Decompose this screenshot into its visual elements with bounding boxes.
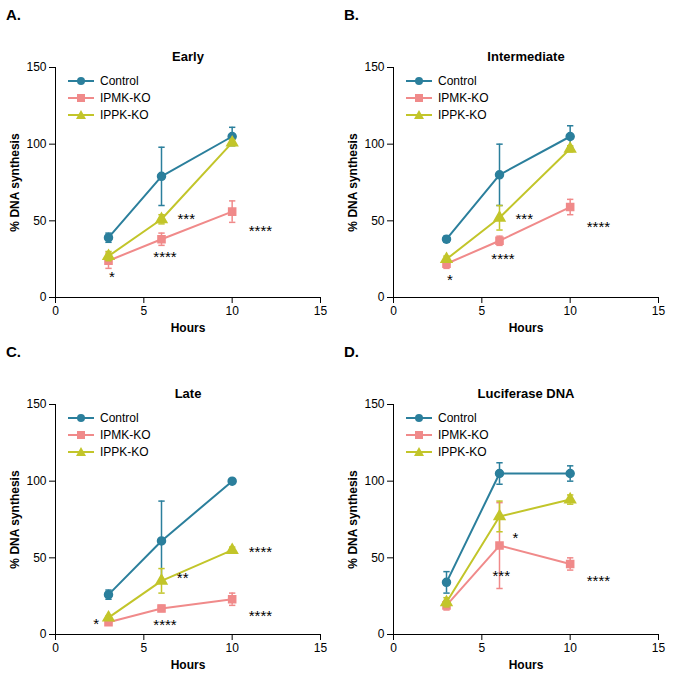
html-text:D.: D. [344,343,359,360]
svg-text:10: 10 [225,641,239,655]
svg-text:*: * [512,529,518,546]
svg-text:***: *** [515,210,533,227]
svg-text:0: 0 [52,304,59,318]
svg-text:50: 50 [371,551,385,565]
svg-text:% DNA synthesis: % DNA synthesis [346,133,360,232]
svg-text:50: 50 [33,214,47,228]
svg-text:Intermediate: Intermediate [487,49,564,64]
html-text:IPPK-KO: IPPK-KO [100,444,149,459]
svg-text:10: 10 [225,304,239,318]
svg-text:5: 5 [478,641,485,655]
svg-text:Hours: Hours [171,658,206,672]
html-text:IPPK-KO: IPPK-KO [438,107,487,122]
svg-text:Early: Early [172,49,205,64]
svg-text:15: 15 [314,304,328,318]
svg-text:100: 100 [26,137,46,151]
svg-text:100: 100 [26,474,46,488]
svg-text:10: 10 [563,641,577,655]
svg-text:150: 150 [26,60,46,74]
svg-text:0: 0 [40,627,47,641]
svg-text:***: *** [493,567,511,584]
svg-text:10: 10 [563,304,577,318]
svg-text:****: **** [153,616,177,633]
svg-text:****: **** [249,607,273,624]
svg-text:100: 100 [364,474,384,488]
html-text:IPPK-KO: IPPK-KO [438,444,487,459]
svg-text:****: **** [249,543,273,560]
svg-text:Hours: Hours [509,658,544,672]
html-text:A.: A. [6,6,21,23]
svg-text:150: 150 [364,397,384,411]
svg-text:15: 15 [652,641,666,655]
html-text:Control: Control [438,73,477,88]
html-text:B.: B. [344,6,359,23]
svg-text:0: 0 [40,290,47,304]
svg-text:50: 50 [33,551,47,565]
svg-text:% DNA synthesis: % DNA synthesis [346,470,360,569]
svg-text:5: 5 [478,304,485,318]
svg-text:150: 150 [364,60,384,74]
svg-text:****: **** [587,218,611,235]
html-text:IPMK-KO: IPMK-KO [100,90,151,105]
svg-text:*: * [447,271,453,288]
svg-text:5: 5 [140,641,147,655]
svg-text:5: 5 [140,304,147,318]
svg-text:****: **** [249,222,273,239]
svg-text:****: **** [587,572,611,589]
svg-text:150: 150 [26,397,46,411]
svg-text:*: * [109,268,115,285]
svg-text:Late: Late [175,386,202,401]
html-text:IPMK-KO: IPMK-KO [438,90,489,105]
svg-text:0: 0 [378,627,385,641]
svg-text:0: 0 [390,304,397,318]
html-text:IPPK-KO: IPPK-KO [100,107,149,122]
svg-text:****: **** [153,248,177,265]
svg-text:Luciferase DNA: Luciferase DNA [478,386,575,401]
svg-text:% DNA synthesis: % DNA synthesis [8,470,22,569]
html-text:Control: Control [100,410,139,425]
svg-text:**: ** [177,569,189,586]
html-text:IPMK-KO: IPMK-KO [100,427,151,442]
svg-text:15: 15 [652,304,666,318]
html-text:C.: C. [6,343,21,360]
html-text:Control: Control [100,73,139,88]
html-text:Control: Control [438,410,477,425]
svg-text:*: * [93,615,99,632]
svg-text:0: 0 [378,290,385,304]
svg-text:Hours: Hours [509,321,544,335]
svg-text:% DNA synthesis: % DNA synthesis [8,133,22,232]
svg-text:***: *** [177,210,195,227]
svg-text:15: 15 [314,641,328,655]
svg-text:****: **** [491,250,515,267]
svg-text:50: 50 [371,214,385,228]
svg-text:0: 0 [390,641,397,655]
svg-text:100: 100 [364,137,384,151]
svg-text:Hours: Hours [171,321,206,335]
svg-text:0: 0 [52,641,59,655]
html-text:IPMK-KO: IPMK-KO [438,427,489,442]
